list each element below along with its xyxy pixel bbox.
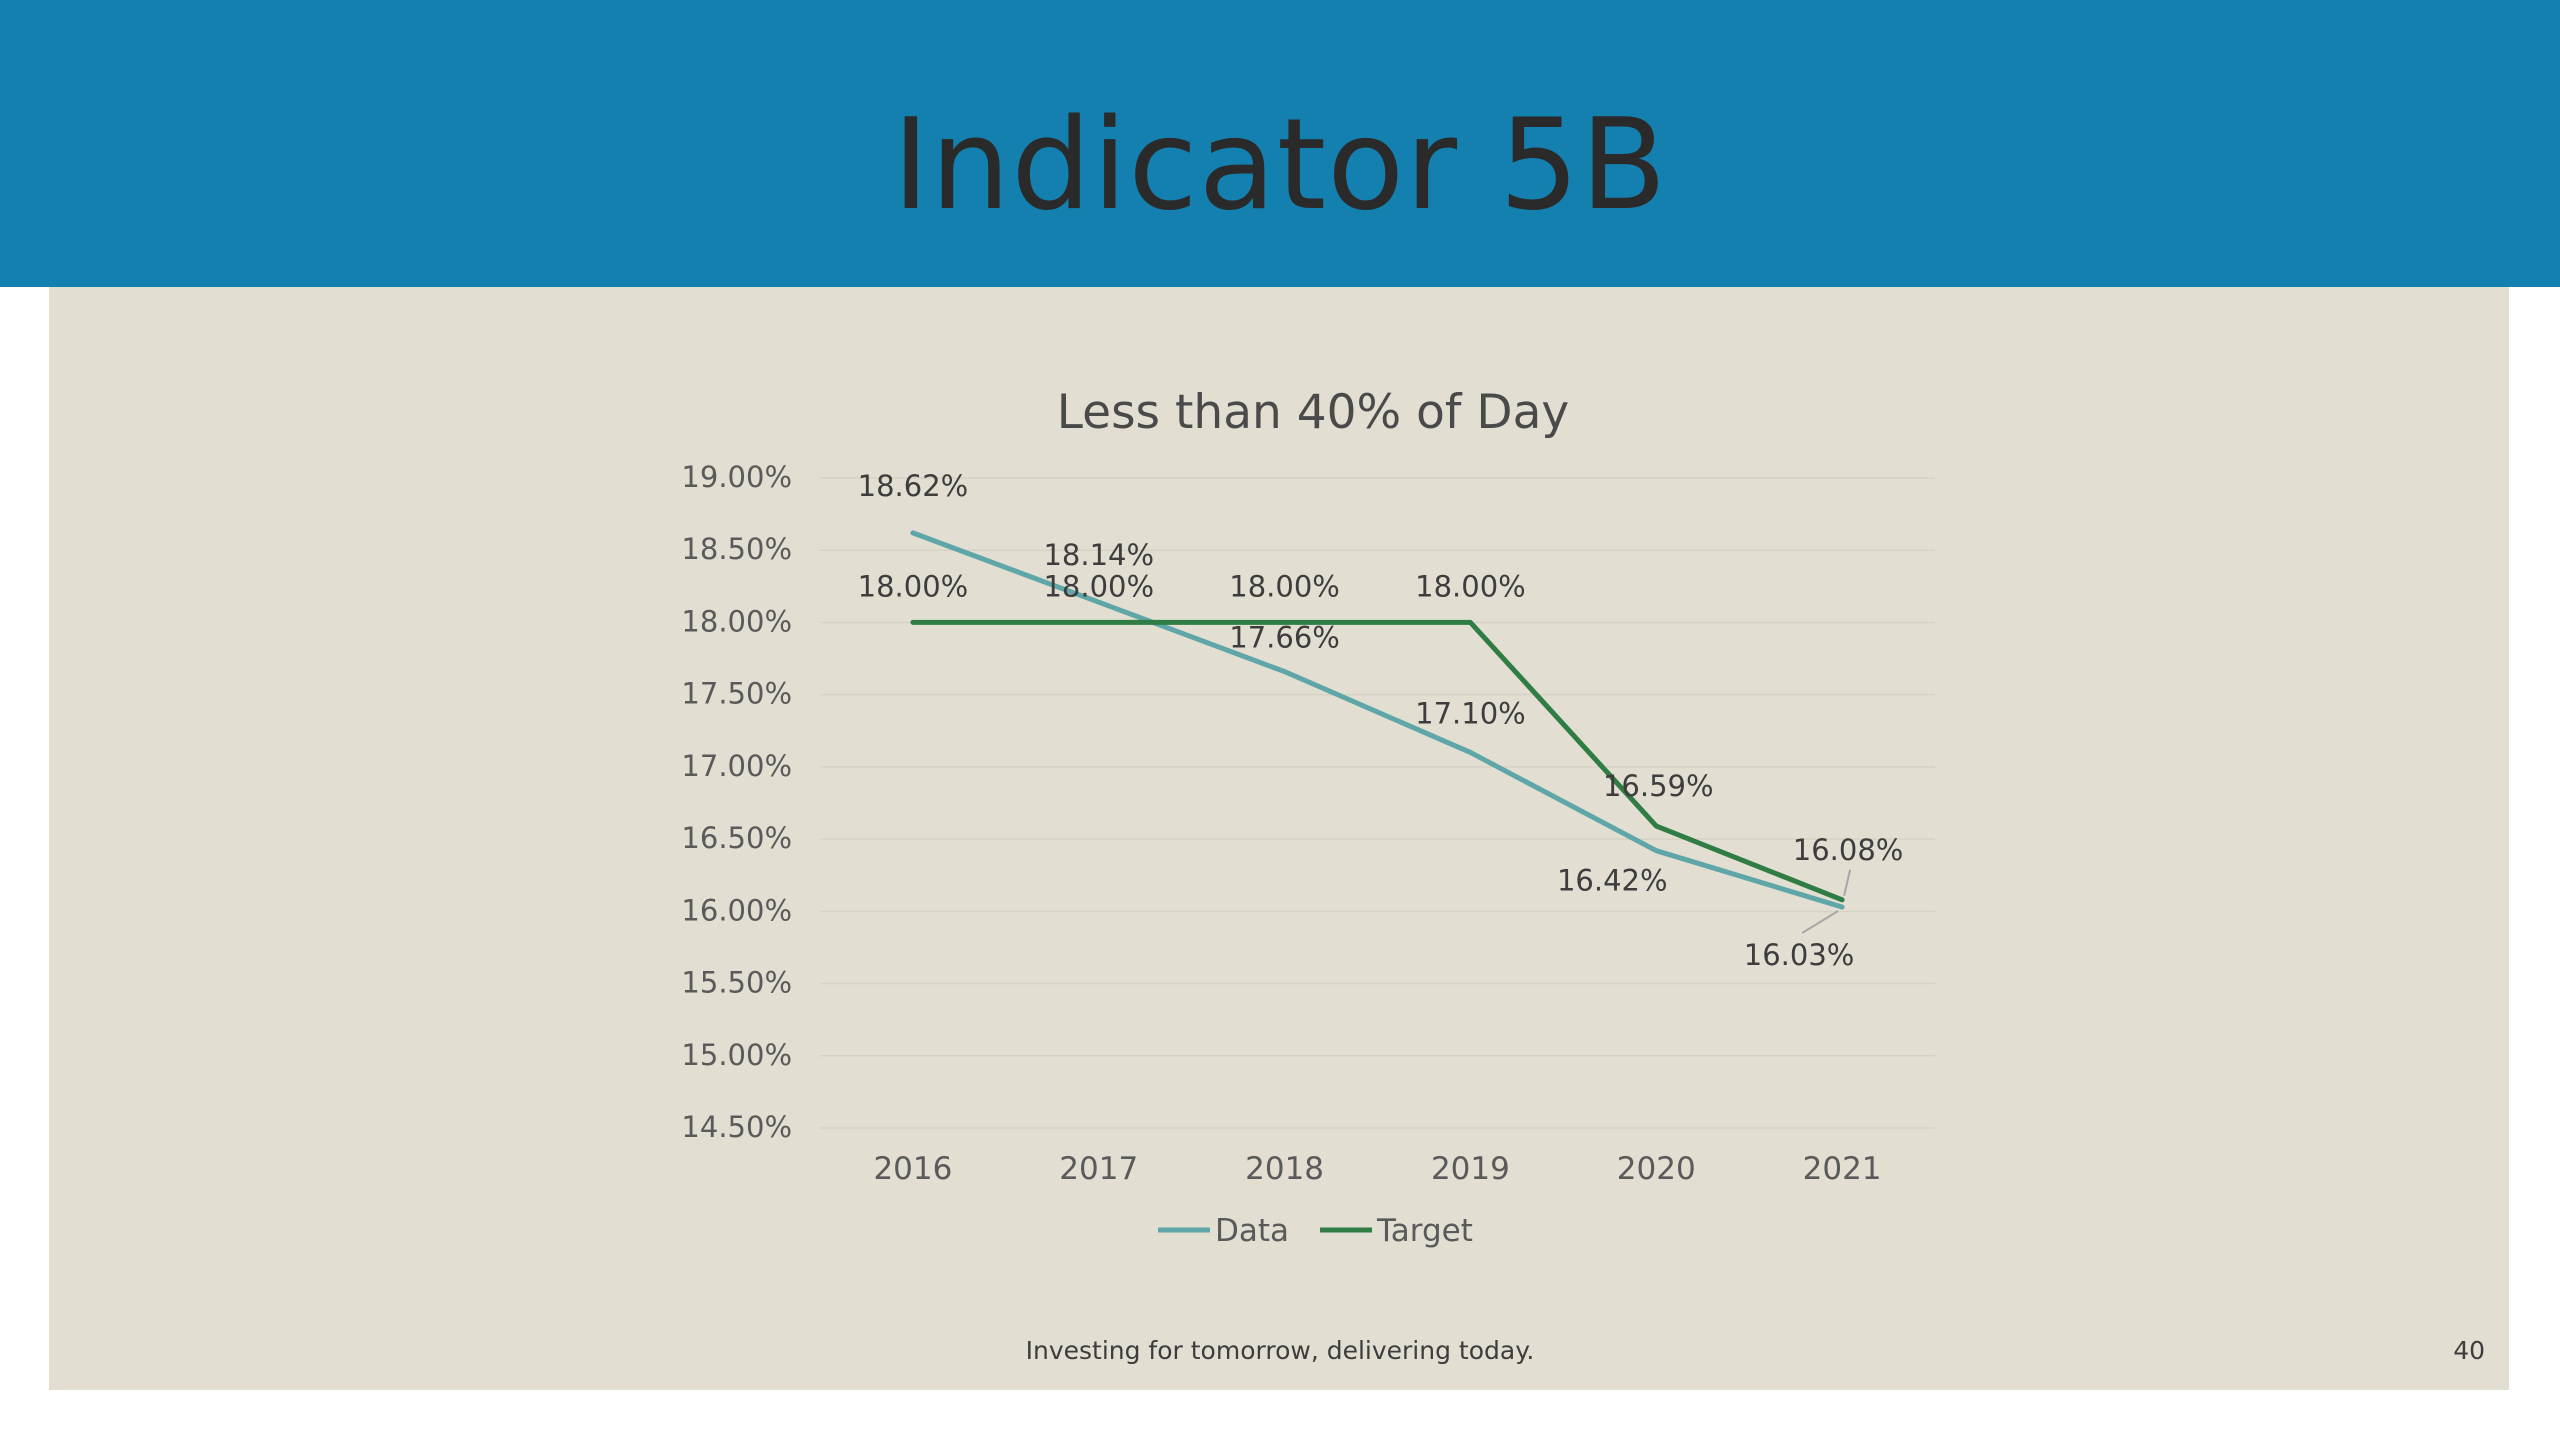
data-label-data: 18.62% — [858, 469, 969, 503]
data-label-target: 16.08% — [1793, 833, 1904, 867]
y-tick-label: 18.00% — [681, 604, 792, 638]
page-number: 40 — [2453, 1336, 2485, 1365]
chart-title: Less than 40% of Day — [1057, 385, 1569, 440]
y-tick-label: 14.50% — [681, 1110, 792, 1144]
y-tick-label: 16.50% — [681, 821, 792, 855]
chart-gridlines — [820, 477, 1935, 1129]
data-labels: 18.62% 18.14% 17.66% 17.10% 16.42% 16.03% 18.0… — [858, 469, 1904, 972]
title-bar — [0, 0, 2560, 287]
x-tick-label: 2018 — [1245, 1151, 1324, 1187]
data-label-target: 18.00% — [858, 569, 969, 603]
data-label-target: 16.59% — [1603, 769, 1714, 803]
leader-line — [1801, 910, 1839, 934]
chart-legend: Data Target — [1158, 1213, 1473, 1249]
y-tick-label: 17.50% — [681, 677, 792, 711]
series-line-target — [910, 619, 1845, 903]
footer-tagline: Investing for tomorrow, delivering today… — [1025, 1336, 1535, 1365]
data-label-target: 18.00% — [1229, 569, 1340, 603]
data-label-data: 17.10% — [1415, 696, 1526, 730]
y-axis-tick-labels: 19.00% 18.50% 18.00% 17.50% 17.00% 16.50% 16.0… — [681, 460, 792, 1144]
y-tick-label: 17.00% — [681, 749, 792, 783]
legend-label-target: Target — [1376, 1213, 1473, 1249]
series-lines — [910, 530, 1845, 910]
x-tick-label: 2019 — [1431, 1151, 1510, 1187]
data-label-target: 18.00% — [1415, 569, 1526, 603]
data-label-data: 16.42% — [1557, 864, 1668, 898]
legend-label-data: Data — [1215, 1213, 1289, 1249]
label-leader-lines — [1801, 869, 1852, 934]
data-label-data: 17.66% — [1229, 621, 1340, 655]
x-tick-label: 2021 — [1803, 1151, 1882, 1187]
x-tick-label: 2017 — [1059, 1151, 1138, 1187]
data-label-target: 18.00% — [1043, 569, 1154, 603]
x-tick-label: 2020 — [1617, 1151, 1696, 1187]
y-tick-label: 19.00% — [681, 460, 792, 494]
x-tick-label: 2016 — [873, 1151, 952, 1187]
slide-title: Indicator 5B — [892, 91, 1668, 238]
series-line-data — [910, 530, 1845, 910]
x-axis-tick-labels: 2016 2017 2018 2019 2020 2021 — [873, 1151, 1881, 1187]
data-label-data: 16.03% — [1744, 938, 1855, 972]
y-tick-label: 16.00% — [681, 893, 792, 927]
leader-line — [1843, 869, 1852, 897]
y-tick-label: 15.50% — [681, 966, 792, 1000]
y-tick-label: 15.00% — [681, 1038, 792, 1072]
data-label-data: 18.14% — [1043, 538, 1154, 572]
y-tick-label: 18.50% — [681, 532, 792, 566]
